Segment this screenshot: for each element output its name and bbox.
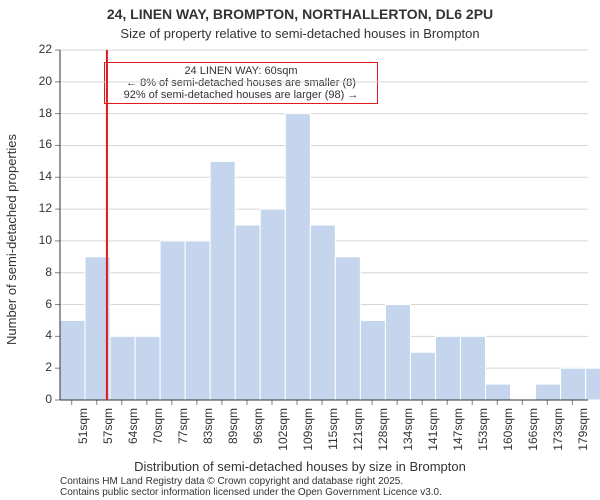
ytick-label: 22 <box>18 42 52 56</box>
xtick-label: 173sqm <box>551 408 565 452</box>
xtick-label: 57sqm <box>101 408 115 452</box>
xtick-label: 166sqm <box>526 408 540 452</box>
ytick-label: 18 <box>18 106 52 120</box>
xtick-label: 134sqm <box>401 408 415 452</box>
xtick-label: 77sqm <box>176 408 190 452</box>
xtick-label: 102sqm <box>276 408 290 452</box>
xtick-label: 51sqm <box>76 408 90 452</box>
xtick-label: 115sqm <box>326 408 340 452</box>
xtick-label: 121sqm <box>351 408 365 452</box>
ytick-label: 14 <box>18 169 52 183</box>
xtick-label: 179sqm <box>576 408 590 452</box>
ytick-label: 2 <box>18 360 52 374</box>
ytick-label: 12 <box>18 201 52 215</box>
xtick-label: 147sqm <box>451 408 465 452</box>
xtick-label: 153sqm <box>476 408 490 452</box>
ytick-label: 6 <box>18 297 52 311</box>
xtick-label: 109sqm <box>301 408 315 452</box>
ytick-label: 4 <box>18 328 52 342</box>
xtick-label: 83sqm <box>201 408 215 452</box>
xtick-label: 160sqm <box>501 408 515 452</box>
xtick-label: 128sqm <box>376 408 390 452</box>
chart-container: 24, LINEN WAY, BROMPTON, NORTHALLERTON, … <box>0 0 600 500</box>
ytick-label: 10 <box>18 233 52 247</box>
xtick-label: 64sqm <box>126 408 140 452</box>
xtick-label: 70sqm <box>151 408 165 452</box>
ytick-label: 16 <box>18 137 52 151</box>
xtick-label: 89sqm <box>226 408 240 452</box>
ytick-label: 8 <box>18 265 52 279</box>
ytick-label: 20 <box>18 74 52 88</box>
ytick-label: 0 <box>18 392 52 406</box>
xtick-label: 96sqm <box>251 408 265 452</box>
xtick-label: 141sqm <box>426 408 440 452</box>
